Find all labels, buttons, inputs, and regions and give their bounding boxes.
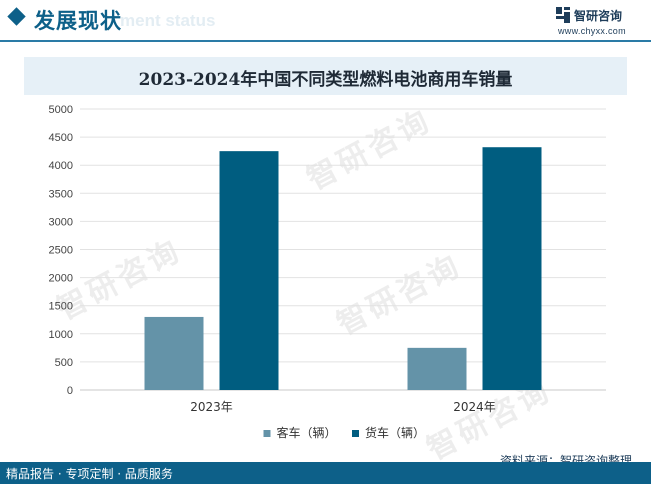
- legend-swatch: [263, 430, 271, 437]
- y-tick-label: 4500: [49, 132, 73, 144]
- chart-title: 2023-2024年中国不同类型燃料电池商用车销量: [138, 70, 513, 90]
- y-tick-label: 1000: [49, 329, 73, 341]
- y-tick-label: 500: [55, 357, 73, 369]
- y-tick-label: 3000: [49, 216, 73, 228]
- bar: [407, 347, 467, 390]
- legend-label: 客车（辆）: [277, 425, 337, 440]
- bar: [219, 151, 279, 390]
- y-tick-label: 0: [67, 385, 73, 397]
- legend-label: 货车（辆）: [365, 425, 425, 440]
- section-ghost-text: ment status: [120, 11, 216, 30]
- header: ment status 发展现状 智研咨询 www.chyxx.com: [0, 0, 651, 44]
- chart-title-bar: 2023-2024年中国不同类型燃料电池商用车销量: [24, 57, 627, 95]
- header-divider: [0, 40, 651, 42]
- bar: [144, 316, 204, 390]
- logo: 智研咨询 www.chyxx.com: [552, 6, 648, 42]
- logo-mark-icon: [556, 7, 570, 23]
- legend-swatch: [352, 430, 359, 437]
- x-tick-label: 2023年: [190, 400, 233, 414]
- footer-band: [0, 462, 651, 484]
- logo-url: www.chyxx.com: [558, 26, 626, 36]
- bar: [482, 147, 542, 390]
- y-tick-label: 3500: [49, 188, 73, 200]
- x-tick-label: 2024年: [453, 400, 496, 414]
- y-tick-label: 2500: [49, 245, 73, 257]
- y-tick-label: 1500: [49, 301, 73, 313]
- logo-name: 智研咨询: [574, 9, 623, 23]
- y-tick-label: 5000: [49, 104, 73, 116]
- y-tick-label: 4000: [49, 160, 73, 172]
- footer-services: 精品报告 · 专项定制 · 品质服务: [6, 467, 173, 481]
- section-title: 发展现状: [34, 9, 122, 33]
- y-tick-label: 2000: [49, 273, 73, 285]
